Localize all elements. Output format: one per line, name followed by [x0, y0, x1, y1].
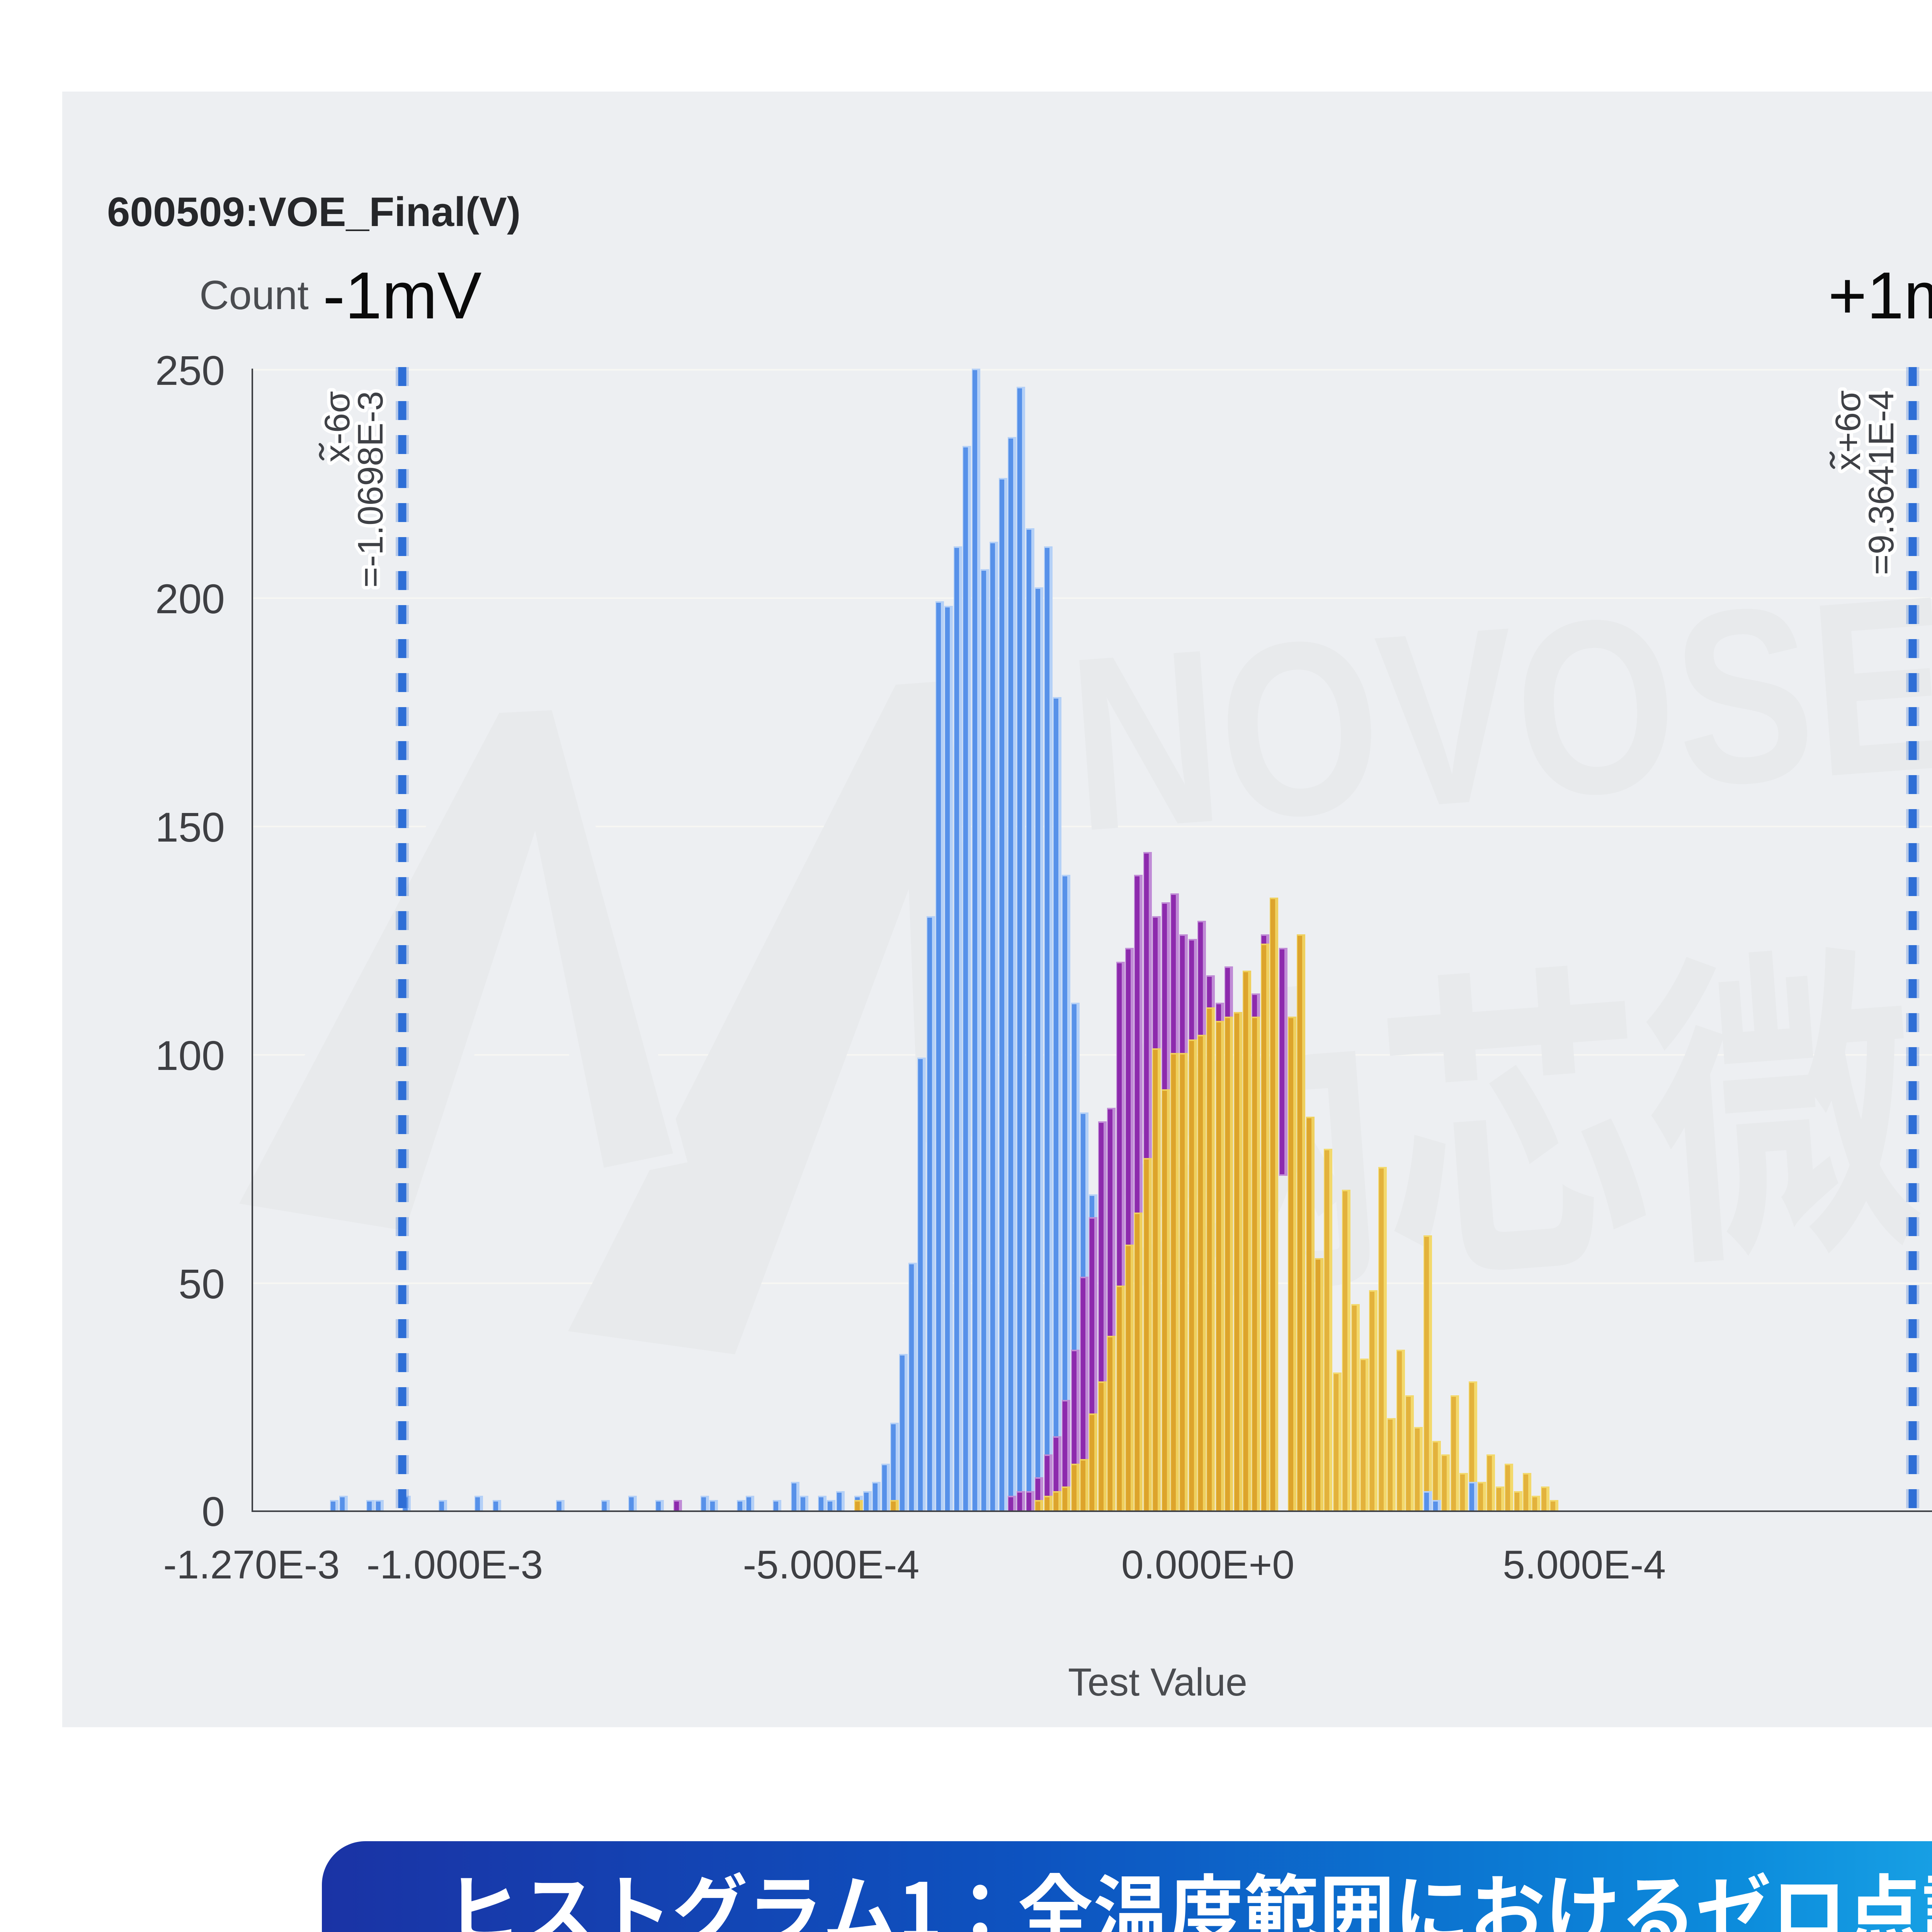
svg-text:-5.000E-4: -5.000E-4: [743, 1543, 920, 1587]
svg-text:+1mV: +1mV: [1828, 259, 1932, 333]
svg-text:50: 50: [179, 1260, 225, 1307]
svg-text:=9.3641E-4: =9.3641E-4: [1862, 390, 1901, 575]
svg-text:200: 200: [155, 575, 225, 622]
svg-text:-1.000E-3: -1.000E-3: [367, 1543, 543, 1587]
svg-text:0: 0: [202, 1488, 225, 1535]
svg-text:Test Value: Test Value: [1068, 1661, 1247, 1704]
svg-text:600509:VOE_Final(V): 600509:VOE_Final(V): [107, 189, 520, 235]
svg-text:-1mV: -1mV: [323, 259, 482, 333]
svg-text:250: 250: [155, 347, 225, 394]
svg-text:5.000E-4: 5.000E-4: [1503, 1543, 1666, 1587]
svg-text:=-1.0698E-3: =-1.0698E-3: [351, 391, 390, 588]
svg-text:150: 150: [155, 804, 225, 850]
svg-text:x-6σ: x-6σ: [318, 391, 357, 463]
svg-text:0.000E+0: 0.000E+0: [1121, 1543, 1294, 1587]
svg-text:Count: Count: [199, 272, 309, 318]
svg-text:100: 100: [155, 1032, 225, 1079]
svg-text:-1.270E-3: -1.270E-3: [163, 1543, 340, 1587]
